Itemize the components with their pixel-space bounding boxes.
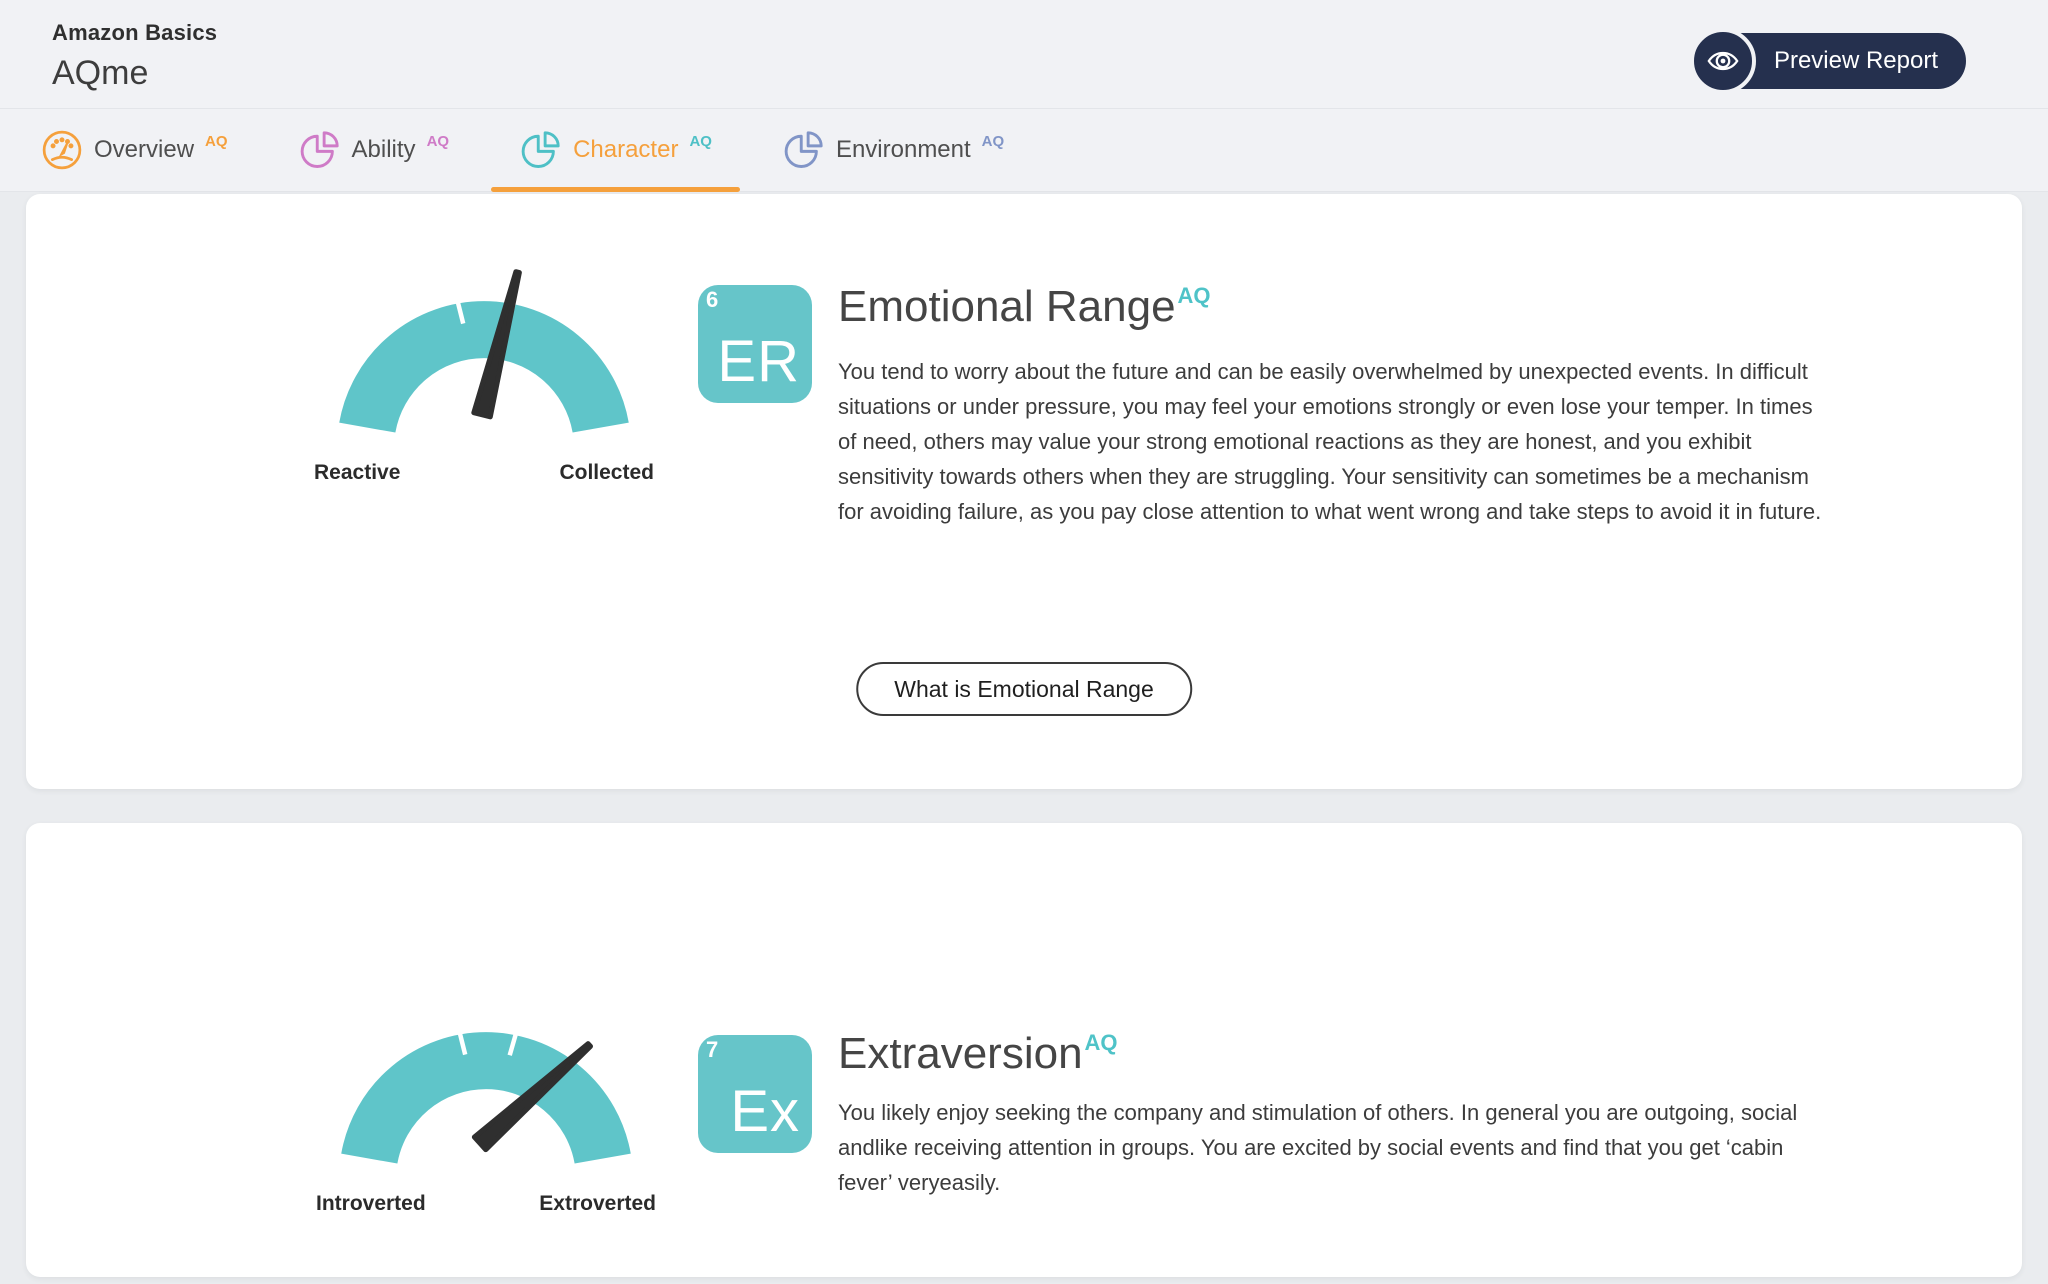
gauge-chart [341,989,631,1165]
tab-character[interactable]: Character AQ [491,109,740,192]
trait-title-text: Extraversion [838,1029,1083,1078]
tab-character-aq-sup: AQ [689,132,712,150]
trait-title: ExtraversionAQ [838,1029,1118,1079]
eye-icon [1689,28,1756,94]
pie-chart-icon [300,131,339,168]
trait-tile-ex: 7 Ex [698,1035,812,1153]
what-is-emotional-range-button[interactable]: What is Emotional Range [856,662,1192,716]
tab-ability-aq-sup: AQ [426,132,450,150]
trait-description: You likely enjoy seeking the company and… [838,1100,1798,1195]
trait-code: ER [717,329,800,394]
trait-card-extraversion: Introverted Extroverted 7 Ex Extraversio… [26,823,2022,1277]
tab-environment-label: Environment [835,136,971,163]
page-title: AQme [52,54,149,92]
tab-overview-aq-sup: AQ [205,132,228,150]
trait-title-text: Emotional Range [838,282,1176,331]
gauge-right-label: Collected [559,461,654,484]
emotional-range-gauge: Reactive Collected [314,252,654,485]
tab-overview-label: Overview [94,136,195,163]
tab-environment-aq-sup: AQ [981,132,1005,150]
page-header: Amazon Basics AQme Preview Report [0,0,2048,108]
trait-aq-sup: AQ [1177,283,1211,308]
trait-code: Ex [730,1079,800,1144]
trait-number: 6 [706,287,719,312]
tab-overview[interactable]: Overview AQ [12,109,256,191]
gauge-left-label: Reactive [314,461,401,484]
pie-chart-icon [784,131,823,168]
tab-ability[interactable]: Ability AQ [270,109,478,191]
report-content: Reactive Collected 6 ER Emotional RangeA… [0,192,2048,1277]
tab-ability-label: Ability [351,136,416,163]
trait-aq-sup: AQ [1084,1030,1118,1055]
trait-number: 7 [706,1037,719,1062]
speedometer-icon [42,130,82,170]
trait-tile-er: 6 ER [698,285,812,403]
trait-title: Emotional RangeAQ [838,282,1211,332]
gauge-right-label: Extroverted [539,1192,656,1215]
preview-report-label: Preview Report [1773,47,1938,74]
trait-description: You tend to worry about the future and c… [838,359,1822,524]
extraversion-gauge: Introverted Extroverted [316,983,656,1216]
gauge-chart [339,258,629,434]
tab-environment[interactable]: Environment AQ [754,109,1032,191]
gauge-left-label: Introverted [316,1192,426,1215]
preview-report-button[interactable]: Preview Report [1689,28,1966,94]
tab-bar: Overview AQ Ability AQ Character AQ Environ… [0,108,2048,192]
brand-name: Amazon Basics [52,20,218,45]
tab-character-label: Character [573,136,679,163]
gauge-needle [471,269,522,420]
gauge-needle [471,1041,594,1153]
pie-chart-icon [521,131,560,168]
trait-card-emotional-range: Reactive Collected 6 ER Emotional RangeA… [26,194,2022,789]
